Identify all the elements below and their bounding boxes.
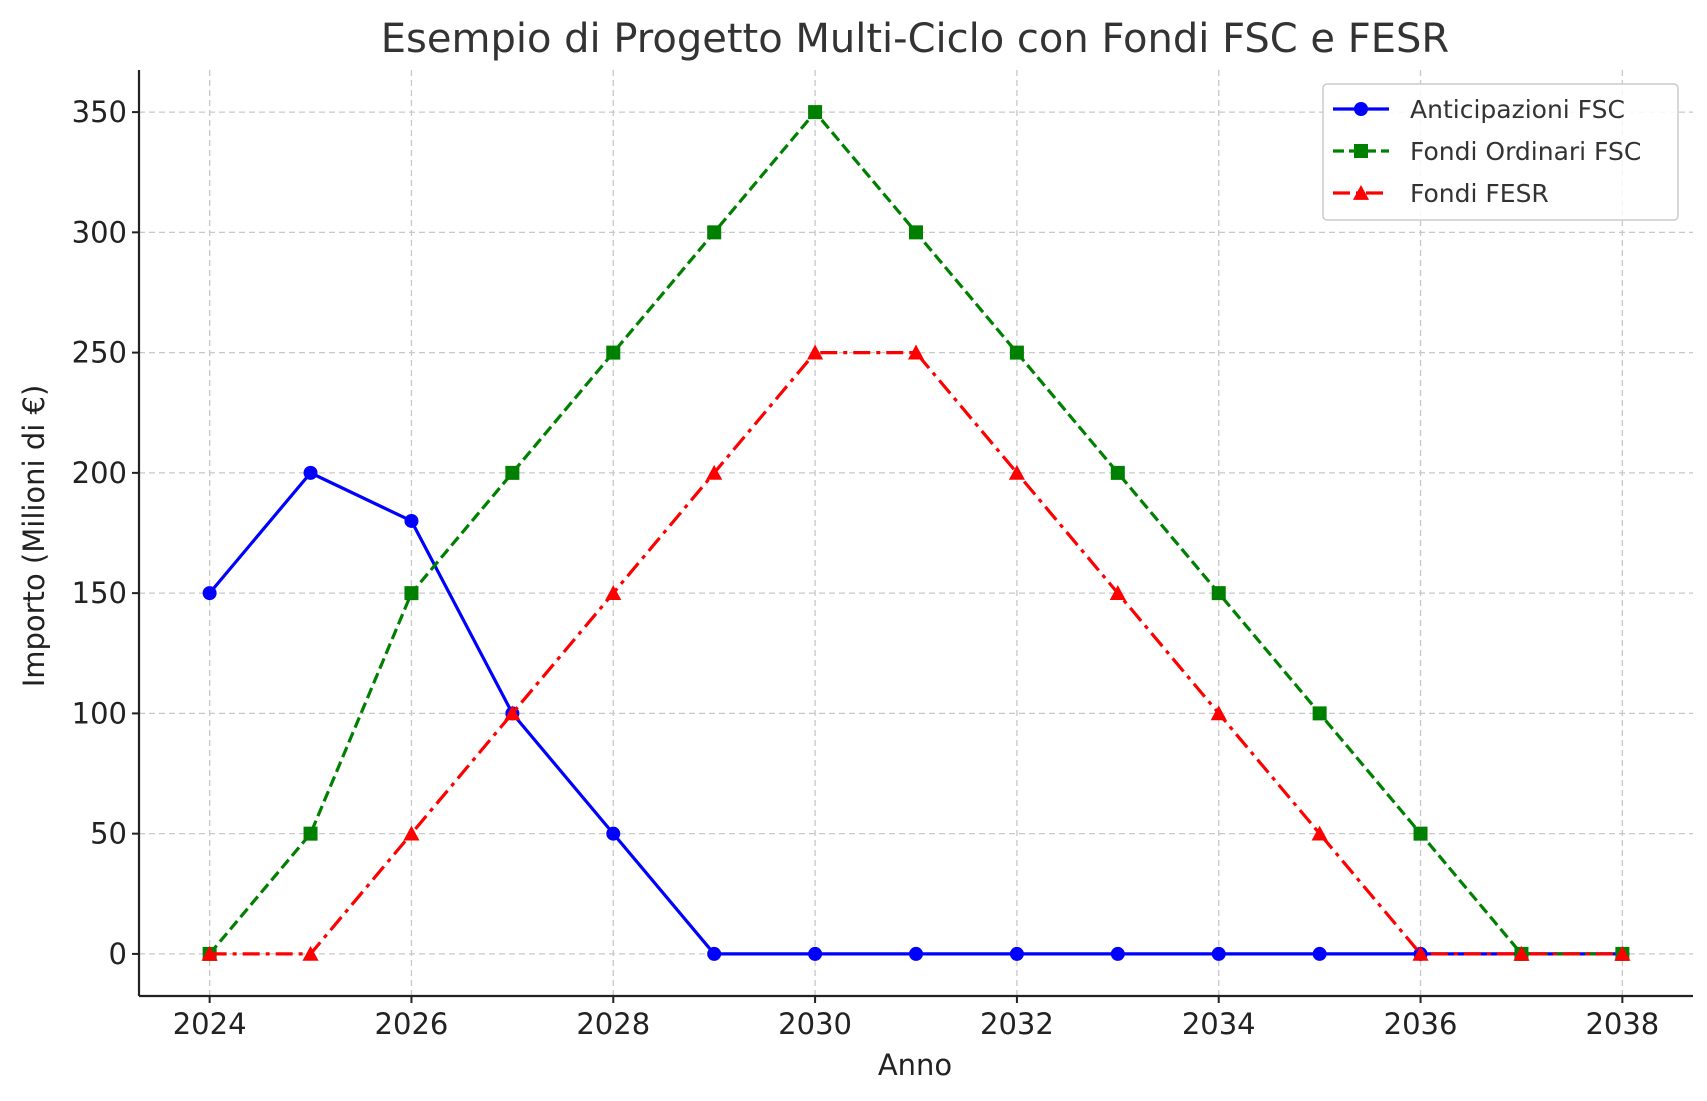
data-point	[403, 825, 420, 841]
legend-marker	[1354, 102, 1368, 116]
data-point	[807, 344, 824, 360]
x-axis-label: Anno	[878, 1048, 952, 1082]
legend-frame	[1322, 83, 1679, 221]
legend: Anticipazioni FSC Fondi Ordinari FSC Fondi…	[1322, 83, 1679, 221]
data-point	[909, 946, 923, 961]
legend-label: Fondi Ordinari FSC	[1410, 137, 1641, 166]
data-point	[1008, 464, 1025, 480]
data-point	[808, 105, 823, 120]
legend-marker	[1352, 184, 1370, 200]
legend-item: Anticipazioni FSC	[1333, 95, 1625, 124]
legend-marker	[1354, 144, 1368, 158]
data-point	[1312, 946, 1327, 961]
data-point	[303, 826, 318, 841]
data-point	[606, 826, 621, 841]
data-point	[1109, 585, 1126, 600]
data-point	[1009, 946, 1024, 961]
data-point	[907, 344, 925, 360]
y-tick-label: 250	[72, 336, 127, 370]
y-tick-label: 350	[72, 95, 127, 129]
y-tick-label: 200	[72, 456, 127, 490]
chart-title: Esempio di Progetto Multi-Ciclo con Fond…	[381, 16, 1449, 62]
legend-label: Fondi FESR	[1410, 179, 1549, 208]
data-point	[707, 946, 722, 961]
data-point	[505, 465, 520, 480]
legend-item: Fondi Ordinari FSC	[1333, 137, 1641, 166]
x-tick-label: 2034	[1182, 1007, 1256, 1041]
series-line	[209, 351, 1623, 956]
legend-label: Anticipazioni FSC	[1410, 95, 1625, 124]
series-layer	[201, 105, 1631, 961]
data-point	[504, 705, 521, 721]
x-tick-label: 2036	[1384, 1007, 1458, 1041]
x-tick-label: 2028	[576, 1007, 650, 1041]
data-point	[1210, 705, 1227, 721]
data-point	[1614, 945, 1631, 961]
data-point	[605, 585, 622, 600]
data-point	[606, 345, 621, 360]
series-1	[202, 465, 1630, 961]
y-tick-label: 0	[109, 937, 127, 971]
y-tick-label: 150	[72, 576, 127, 610]
data-point	[303, 465, 318, 480]
data-point	[1412, 945, 1429, 961]
x-tick-label: 2032	[980, 1007, 1054, 1041]
x-tick-label: 2038	[1585, 1007, 1659, 1041]
data-point	[404, 513, 419, 528]
data-point	[707, 225, 722, 240]
legend-item: Fondi FESR	[1333, 179, 1549, 208]
series-3	[201, 344, 1631, 961]
y-tick-label: 50	[90, 817, 127, 851]
data-point	[706, 464, 723, 480]
data-point	[1413, 826, 1428, 841]
data-point	[1110, 465, 1125, 480]
data-point	[1513, 945, 1530, 961]
x-tick-label: 2024	[173, 1007, 247, 1041]
axes-layer: 2024 2026 2028 2030 2032 2034 2036 2038 0 50 100 15…	[72, 70, 1693, 1041]
data-point	[1211, 946, 1226, 961]
y-axis-label: Importo (Milioni di €)	[17, 385, 51, 688]
data-point	[1009, 345, 1024, 360]
grid-layer	[139, 70, 1693, 996]
data-point	[1311, 825, 1328, 841]
data-point	[808, 946, 823, 961]
y-tick-label: 300	[72, 215, 127, 249]
data-point	[1110, 946, 1125, 961]
data-point	[201, 945, 218, 961]
x-tick-label: 2030	[778, 1007, 852, 1041]
y-tick-label: 100	[72, 696, 127, 730]
data-point	[302, 945, 319, 961]
data-point	[1211, 586, 1226, 601]
data-point	[1312, 706, 1327, 721]
data-point	[909, 225, 923, 240]
x-tick-label: 2026	[375, 1007, 449, 1041]
data-point	[404, 586, 419, 601]
data-point	[202, 586, 217, 601]
